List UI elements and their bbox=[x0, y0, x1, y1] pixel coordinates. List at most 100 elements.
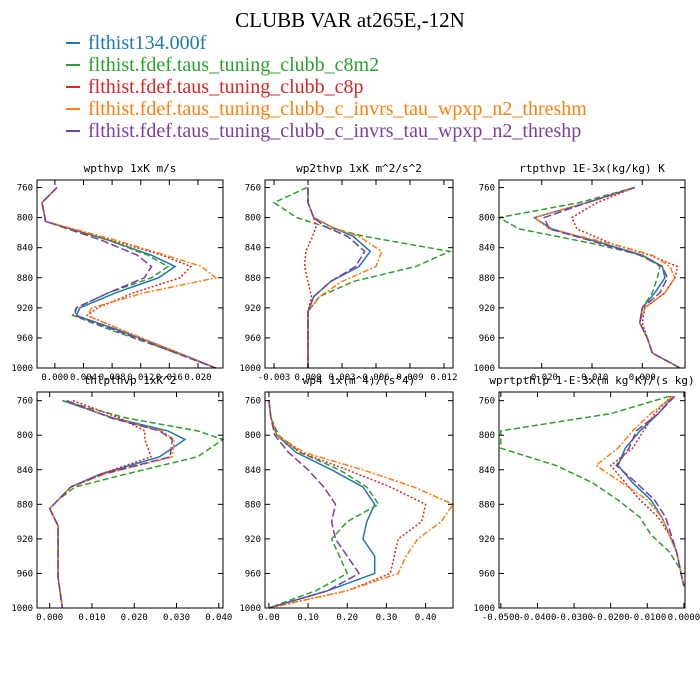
x-tick-label: 0.020 bbox=[184, 373, 211, 383]
panel-5: wp4 1x(m^4)/(s^4)76080084088092096010000… bbox=[239, 374, 455, 623]
y-tick-label: 1000 bbox=[239, 604, 261, 614]
x-tick-label: -0.010 bbox=[576, 373, 609, 383]
figure-title: CLUBB VAR at265E,-12N bbox=[235, 8, 465, 32]
series-line bbox=[48, 399, 176, 609]
legend-label: flthist.fdef.taus_tuning_clubb_c_invrs_t… bbox=[88, 98, 587, 120]
series-line bbox=[496, 186, 681, 369]
panel-frame bbox=[36, 179, 224, 369]
panel-title: thlpthvp 1xK^2 bbox=[84, 374, 177, 387]
series-line bbox=[307, 187, 366, 368]
x-tick-label: 0.012 bbox=[127, 373, 154, 383]
series-line bbox=[41, 186, 217, 369]
legend-item: flthist134.000f bbox=[66, 32, 587, 54]
x-tick-label: -0.003 bbox=[258, 373, 291, 383]
x-tick-label: 0.009 bbox=[396, 373, 423, 383]
panel-4: thlpthvp 1xK^276080084088092096010000.00… bbox=[11, 374, 232, 623]
series-line bbox=[268, 400, 427, 609]
panel-frame bbox=[36, 391, 224, 609]
y-tick-label: 1000 bbox=[11, 364, 33, 374]
y-tick-label: 960 bbox=[245, 334, 261, 344]
y-tick-label: 1000 bbox=[239, 364, 261, 374]
series-line bbox=[41, 186, 218, 369]
x-tick-label: 0.000 bbox=[36, 613, 63, 623]
y-tick-label: 920 bbox=[245, 535, 261, 545]
y-tick-label: 920 bbox=[17, 304, 33, 314]
legend-swatch bbox=[66, 108, 80, 110]
x-tick-label: 0.30 bbox=[376, 613, 398, 623]
series-line bbox=[48, 399, 225, 609]
series-line bbox=[594, 395, 685, 587]
series-line bbox=[41, 186, 217, 369]
y-tick-label: 840 bbox=[245, 244, 261, 254]
x-tick-label: 0.003 bbox=[328, 373, 355, 383]
x-tick-label: 0.010 bbox=[78, 613, 105, 623]
panel-frame bbox=[264, 179, 454, 369]
legend-swatch bbox=[66, 64, 80, 66]
series-line bbox=[543, 186, 681, 369]
y-tick-label: 920 bbox=[479, 535, 495, 545]
series-line bbox=[303, 187, 317, 368]
y-tick-label: 760 bbox=[245, 184, 261, 194]
legend-swatch bbox=[66, 42, 80, 44]
panel-3: rtpthvp 1E-3x(kg/kg) K 760 800 840 880 920 960… bbox=[473, 162, 686, 383]
y-tick-label: 760 bbox=[17, 397, 33, 407]
x-tick-label: 0.0000 bbox=[668, 613, 700, 623]
x-tick-label: 0.040 bbox=[205, 613, 232, 623]
y-tick-label: 800 bbox=[479, 431, 495, 441]
y-tick-label: 880 bbox=[479, 274, 495, 284]
series-line bbox=[48, 399, 187, 609]
y-tick-label: 840 bbox=[479, 466, 495, 476]
y-tick-label: 960 bbox=[17, 334, 33, 344]
y-tick-label: 880 bbox=[17, 274, 33, 284]
x-tick-label: -0.020 bbox=[525, 373, 558, 383]
x-tick-label: 0.40 bbox=[415, 613, 437, 623]
y-tick-label: 880 bbox=[245, 274, 261, 284]
legend-label: flthist.fdef.taus_tuning_clubb_c8m2 bbox=[88, 54, 380, 76]
y-tick-label: 760 bbox=[17, 184, 33, 194]
legend-label: flthist134.000f bbox=[88, 32, 207, 54]
series-line bbox=[268, 400, 380, 609]
y-tick-label: 880 bbox=[17, 500, 33, 510]
x-tick-label: -0.0100 bbox=[628, 613, 666, 623]
x-tick-label: 0.020 bbox=[121, 613, 148, 623]
panel-title: wp4 1x(m^4)/(s^4) bbox=[303, 374, 416, 387]
y-tick-label: 840 bbox=[245, 466, 261, 476]
panel-6: wprtpthlp 1-E-3x(m kg K)/(s kg) 760 800 840… bbox=[473, 374, 700, 623]
y-tick-label: 920 bbox=[479, 304, 495, 314]
y-tick-label: 920 bbox=[17, 535, 33, 545]
x-tick-label: -0.0400 bbox=[518, 613, 556, 623]
panel-frame bbox=[498, 179, 686, 369]
series-line bbox=[48, 399, 174, 609]
panel-2: wp2thvp 1xK m^2/s^2 760 800 840 880 920 960 100… bbox=[239, 162, 457, 383]
panel-title: rtpthvp 1E-3x(kg/kg) K bbox=[519, 162, 665, 175]
legend: flthist134.000f flthist.fdef.taus_tuning_… bbox=[66, 32, 587, 142]
x-tick-label: 0.016 bbox=[156, 373, 183, 383]
panel-title: wpthvp 1xK m/s bbox=[84, 162, 177, 175]
legend-item: flthist.fdef.taus_tuning_clubb_c_invrs_t… bbox=[66, 120, 587, 142]
y-tick-label: 880 bbox=[479, 500, 495, 510]
y-tick-label: 960 bbox=[245, 569, 261, 579]
legend-item: flthist.fdef.taus_tuning_clubb_c_invrs_t… bbox=[66, 98, 587, 120]
legend-label: flthist.fdef.taus_tuning_clubb_c8p bbox=[88, 76, 364, 98]
y-tick-label: 1000 bbox=[11, 604, 33, 614]
y-tick-label: 800 bbox=[245, 214, 261, 224]
x-tick-label: 0.10 bbox=[297, 613, 319, 623]
panel-title: wp2thvp 1xK m^2/s^2 bbox=[296, 162, 422, 175]
y-tick-label: 800 bbox=[17, 214, 33, 224]
series-line bbox=[615, 395, 685, 587]
y-tick-label: 920 bbox=[245, 304, 261, 314]
series-line bbox=[41, 186, 217, 369]
series-line bbox=[268, 400, 361, 609]
x-tick-label: 0.008 bbox=[99, 373, 126, 383]
y-tick-label: 840 bbox=[17, 466, 33, 476]
y-tick-label: 1000 bbox=[473, 364, 495, 374]
series-line bbox=[307, 187, 372, 368]
y-tick-label: 840 bbox=[479, 244, 495, 254]
y-tick-label: 760 bbox=[479, 184, 495, 194]
x-tick-label: -0.0200 bbox=[592, 613, 630, 623]
panel-title: wprtpthlp 1-E-3x(m kg K)/(s kg) bbox=[489, 374, 694, 387]
x-tick-label: -0.0300 bbox=[555, 613, 593, 623]
y-tick-label: 800 bbox=[245, 431, 261, 441]
x-tick-label: 0.20 bbox=[336, 613, 358, 623]
